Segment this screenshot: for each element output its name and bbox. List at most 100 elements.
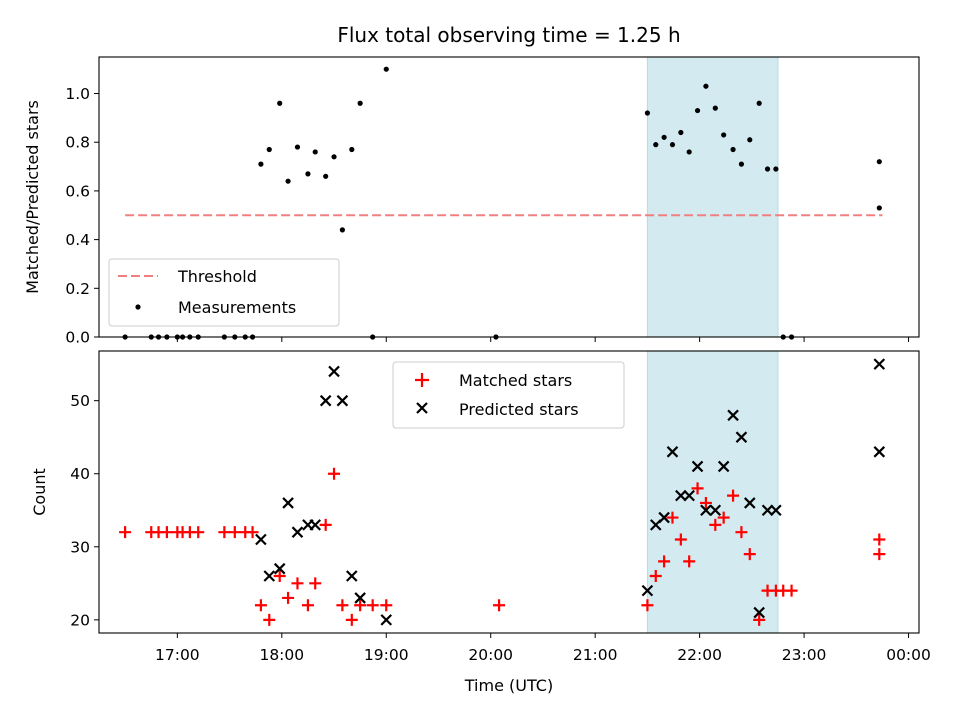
- matched-stars-point: [336, 599, 349, 612]
- matched-stars-point: [192, 526, 205, 539]
- predicted-stars-point: [666, 446, 679, 458]
- matched-stars-point: [345, 613, 358, 626]
- matched-stars-point: [649, 570, 662, 583]
- matched-stars-point: [380, 599, 393, 612]
- matched-stars-point: [228, 526, 241, 539]
- matched-stars-point: [254, 599, 267, 612]
- matched-stars-point: [354, 599, 367, 612]
- x-tick-label: 20:00: [468, 646, 513, 664]
- matched-stars-point: [753, 613, 766, 626]
- count-y-axis-label: Count: [30, 468, 49, 516]
- predicted-stars-point: [873, 358, 886, 370]
- matched-stars-point: [366, 599, 379, 612]
- measurements-point: [285, 178, 291, 184]
- count-ticks: 20 30 40 50 17:00 18:00 19:00 20:00 21:00 22:00 23…: [70, 392, 931, 664]
- measurements-point: [678, 129, 684, 136]
- x-tick-label: 19:00: [364, 646, 409, 664]
- matched-stars-point: [666, 511, 679, 524]
- x-axis-label: Time (UTC): [464, 676, 553, 695]
- measurements-point: [773, 166, 779, 172]
- matched-stars-point: [282, 591, 295, 604]
- matched-stars-point: [160, 526, 173, 539]
- measurements-point: [305, 171, 311, 177]
- shaded-window-top: [646, 56, 779, 338]
- predicted-stars-point: [700, 504, 712, 517]
- measurements-point: [876, 205, 882, 211]
- predicted-stars-point: [641, 584, 654, 597]
- matched-stars-point: [119, 526, 132, 539]
- count-axes-frame: [98, 350, 920, 634]
- legend-predicted-label: Predicted stars: [459, 400, 579, 419]
- count-legend: Matched stars Predicted stars: [392, 361, 625, 429]
- matched-stars-point: [727, 489, 740, 502]
- y-tick-label: 40: [70, 465, 90, 483]
- legend-predicted-swatch: [416, 402, 428, 414]
- measurements-point: [669, 142, 676, 148]
- legend-measurements-swatch: [135, 304, 141, 310]
- measurements-point: [266, 146, 272, 153]
- chart-title: Flux total observing time = 1.25 h: [337, 23, 680, 47]
- measurements-point: [383, 66, 389, 72]
- legend-measurements-label: Measurements: [178, 298, 296, 317]
- matched-stars-point: [743, 548, 756, 561]
- measurements-point: [694, 107, 701, 114]
- predicted-stars-point: [873, 446, 886, 458]
- ratio-legend-box: [108, 258, 340, 327]
- matched-stars-point: [873, 548, 886, 561]
- legend-matched-swatch: [415, 373, 429, 387]
- ratio-axes-frame: [98, 56, 920, 338]
- x-tick-label: 00:00: [886, 646, 931, 664]
- measurements-point: [277, 100, 283, 106]
- matched-stars-point: [873, 533, 886, 546]
- matched-stars-point: [319, 518, 332, 531]
- measurements-point: [747, 137, 753, 143]
- predicted-stars-point: [346, 570, 358, 582]
- predicted-stars-point: [770, 504, 782, 517]
- legend-matched-label: Matched stars: [459, 371, 572, 390]
- measurements-point: [323, 173, 329, 179]
- measurements-point: [703, 83, 709, 89]
- matched-stars-point: [658, 555, 671, 568]
- y-tick-label: 0.4: [65, 231, 90, 249]
- matched-stars-point: [328, 467, 341, 480]
- predicted-stars-point: [683, 489, 695, 502]
- matched-stars-point: [493, 599, 506, 612]
- shaded-window-bottom: [646, 350, 779, 634]
- x-tick-label: 22:00: [677, 646, 722, 664]
- predicted-stars-point: [319, 394, 332, 407]
- measurements-point: [357, 100, 363, 106]
- matched-stars-point: [641, 599, 654, 612]
- matched-stars-point: [709, 518, 722, 531]
- ratio-legend: Threshold Measurements: [108, 258, 340, 327]
- count-panel: 20 30 40 50 17:00 18:00 19:00 20:00 21:00 22:00 23…: [30, 350, 931, 695]
- predicted-stars-point: [727, 409, 739, 422]
- measurements-point: [730, 146, 736, 153]
- predicted-stars-point: [354, 592, 366, 604]
- matched-stars-point: [674, 533, 687, 546]
- measurements-point: [331, 154, 337, 160]
- legend-threshold-label: Threshold: [177, 267, 257, 286]
- x-tick-label: 21:00: [573, 646, 618, 664]
- predicted-stars-point: [255, 533, 267, 546]
- x-tick-label: 18:00: [259, 646, 304, 664]
- ratio-y-axis-label: Matched/Predicted stars: [23, 100, 42, 294]
- matched-stars-point: [246, 526, 259, 539]
- measurements-point: [686, 149, 692, 155]
- ratio-marks: [122, 66, 883, 340]
- predicted-stars-point: [291, 526, 304, 538]
- measurements-point: [764, 166, 771, 172]
- matched-stars-point: [273, 570, 286, 583]
- y-tick-label: 50: [70, 392, 90, 410]
- x-tick-label: 23:00: [782, 646, 827, 664]
- ratio-panel: 0.0 0.2 0.4 0.6 0.8 1.0 Matched/Predicted sta…: [23, 56, 920, 347]
- predicted-stars-point: [717, 460, 730, 473]
- count-legend-box: [392, 361, 625, 429]
- matched-stars-point: [691, 482, 704, 495]
- measurements-point: [721, 132, 727, 138]
- matched-stars-point: [785, 584, 798, 597]
- count-marks: [119, 358, 886, 626]
- predicted-stars-point: [263, 570, 276, 582]
- measurements-point: [653, 142, 659, 148]
- measurements-point: [339, 227, 345, 233]
